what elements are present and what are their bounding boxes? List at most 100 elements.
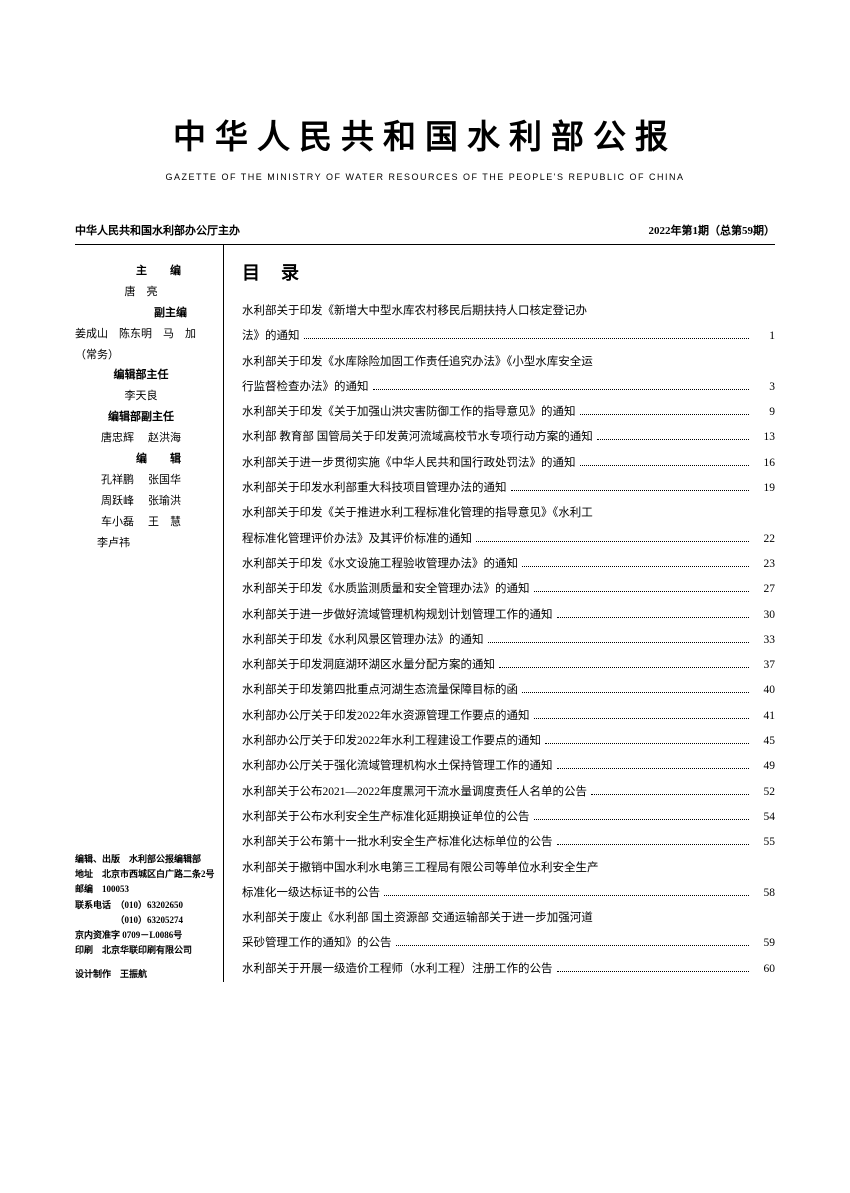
toc-entry-text: 水利部关于印发《水利风景区管理办法》的通知 [242,628,484,653]
toc-page-number: 41 [753,704,775,729]
toc-page-number: 45 [753,729,775,754]
toc-entry: 水利部办公厅关于强化流域管理机构水土保持管理工作的通知49 [242,754,775,779]
toc-leader-dots [597,439,749,440]
role-chief-editor: 主 编 [75,261,211,282]
toc-entry: 水利部关于印发《水利风景区管理办法》的通知 33 [242,628,775,653]
toc-entry-text: 标准化一级达标证书的公告 [242,881,380,906]
toc-page-number: 22 [753,527,775,552]
toc-entry: 水利部关于印发《水质监测质量和安全管理办法》的通知 27 [242,577,775,602]
toc-leader-dots [499,667,749,668]
toc-leader-dots [476,541,749,542]
pub-line: （010）63205274 [75,913,211,928]
toc-entry: 水利部办公厅关于印发2022年水利工程建设工作要点的通知45 [242,729,775,754]
toc-entry-text: 水利部 教育部 国管局关于印发黄河流域高校节水专项行动方案的通知 [242,425,593,450]
toc-page-number: 59 [753,931,775,956]
role-director: 编辑部主任 [75,365,211,386]
vd-a: 唐忠辉 [101,428,134,449]
toc-page-number: 16 [753,451,775,476]
toc-page-number: 1 [753,324,775,349]
toc-page-number: 52 [753,780,775,805]
toc-page-number: 27 [753,577,775,602]
toc-entry: 法》的通知 1 [242,324,775,349]
toc-entry: 水利部关于印发《关于推进水利工程标准化管理的指导意见》《水利工 [242,501,775,526]
toc-leader-dots [534,819,750,820]
toc-entry-text: 水利部关于公布水利安全生产标准化延期换证单位的公告 [242,805,530,830]
publisher: 中华人民共和国水利部办公厅主办 [75,222,240,238]
toc-leader-dots [557,768,750,769]
toc-leader-dots [522,566,749,567]
pub-line: 地址 北京市西城区白广路二条2号 [75,867,211,882]
toc-entry: 水利部 教育部 国管局关于印发黄河流域高校节水专项行动方案的通知13 [242,425,775,450]
toc-entry: 标准化一级达标证书的公告58 [242,881,775,906]
toc-leader-dots [534,591,750,592]
table-of-contents: 水利部关于印发《新增大中型水库农村移民后期扶持人口核定登记办法》的通知 1 水利部关… [242,299,775,982]
toc-entry-text: 水利部关于印发洞庭湖环湖区水量分配方案的通知 [242,653,495,678]
vice-director-names: 唐忠辉 赵洪海 [75,428,211,449]
toc-leader-dots [373,389,750,390]
toc-page-number: 40 [753,678,775,703]
toc-entry-text: 水利部关于印发《水库除险加固工作责任追究办法》《小型水库安全运 [242,350,593,375]
toc-entry: 水利部关于废止《水利部 国土资源部 交通运输部关于进一步加强河道 [242,906,775,931]
toc-entry: 行监督检查办法》的通知3 [242,375,775,400]
chief-editor-name: 唐 亮 [75,282,211,303]
toc-leader-dots [396,945,750,946]
toc-leader-dots [522,692,749,693]
sidebar: 主 编 唐 亮 副主编 姜成山 陈东明 马 加（常务） 编辑部主任 李天良 编辑… [75,245,223,982]
toc-entry-text: 采砂管理工作的通知》的公告 [242,931,392,956]
pub-line: 编辑、出版 水利部公报编辑部 [75,852,211,867]
toc-leader-dots [557,844,750,845]
toc-entry: 水利部关于公布2021—2022年度黑河干流水量调度责任人名单的公告52 [242,780,775,805]
toc-leader-dots [580,465,750,466]
editor-row-2: 周跃峰张瑜洪 [75,491,211,512]
pub-line: 京内资准字 0709－L0086号 [75,928,211,943]
toc-leader-dots [304,338,750,339]
pub-line: 邮编 100053 [75,882,211,897]
toc-entry: 水利部关于进一步做好流域管理机构规划计划管理工作的通知30 [242,603,775,628]
toc-entry-text: 行监督检查办法》的通知 [242,375,369,400]
toc-entry-text: 水利部关于开展一级造价工程师（水利工程）注册工作的公告 [242,957,553,982]
toc-entry: 水利部办公厅关于印发2022年水资源管理工作要点的通知 41 [242,704,775,729]
editor-row-4: 李卢祎 [75,533,211,554]
toc-leader-dots [511,490,750,491]
header: 中华人民共和国水利部公报 GAZETTE OF THE MINISTRY OF … [75,110,775,182]
toc-entry: 水利部关于公布第十一批水利安全生产标准化达标单位的公告 55 [242,830,775,855]
toc-entry: 水利部关于印发洞庭湖环湖区水量分配方案的通知37 [242,653,775,678]
toc-leader-dots [557,971,750,972]
toc-entry: 水利部关于印发《关于加强山洪灾害防御工作的指导意见》的通知 9 [242,400,775,425]
toc-entry-text: 水利部关于撤销中国水利水电第三工程局有限公司等单位水利安全生产 [242,856,599,881]
toc-leader-dots [384,895,749,896]
subtitle: GAZETTE OF THE MINISTRY OF WATER RESOURC… [75,172,775,182]
director-name: 李天良 [75,386,211,407]
toc-entry: 水利部关于进一步贯彻实施《中华人民共和国行政处罚法》的通知 16 [242,451,775,476]
toc-page-number: 54 [753,805,775,830]
toc-entry: 水利部关于印发《新增大中型水库农村移民后期扶持人口核定登记办 [242,299,775,324]
toc-entry-text: 水利部关于废止《水利部 国土资源部 交通运输部关于进一步加强河道 [242,906,593,931]
toc-leader-dots [557,617,750,618]
deputy-editor-names: 姜成山 陈东明 马 加（常务） [75,324,211,366]
toc-entry-text: 水利部关于进一步贯彻实施《中华人民共和国行政处罚法》的通知 [242,451,576,476]
toc-entry-text: 水利部关于印发《新增大中型水库农村移民后期扶持人口核定登记办 [242,299,587,324]
toc-entry-text: 水利部关于印发《关于推进水利工程标准化管理的指导意见》《水利工 [242,501,593,526]
toc-entry-text: 水利部关于印发《关于加强山洪灾害防御工作的指导意见》的通知 [242,400,576,425]
toc-entry-text: 水利部办公厅关于印发2022年水资源管理工作要点的通知 [242,704,530,729]
vd-b: 赵洪海 [148,428,181,449]
toc-entry: 程标准化管理评价办法》及其评价标准的通知 22 [242,527,775,552]
toc-leader-dots [591,794,749,795]
toc-entry-text: 水利部关于印发第四批重点河湖生态流量保障目标的函 [242,678,518,703]
toc-entry-text: 法》的通知 [242,324,300,349]
toc-page-number: 55 [753,830,775,855]
role-vice-director: 编辑部副主任 [75,407,211,428]
toc-entry-text: 水利部关于印发《水文设施工程验收管理办法》的通知 [242,552,518,577]
toc-page-number: 23 [753,552,775,577]
main-content: 目 录 水利部关于印发《新增大中型水库农村移民后期扶持人口核定登记办法》的通知1… [223,245,775,982]
toc-entry-text: 水利部关于印发《水质监测质量和安全管理办法》的通知 [242,577,530,602]
toc-leader-dots [488,642,750,643]
toc-entry: 水利部关于印发第四批重点河湖生态流量保障目标的函 40 [242,678,775,703]
toc-entry-text: 程标准化管理评价办法》及其评价标准的通知 [242,527,472,552]
toc-entry-text: 水利部关于公布第十一批水利安全生产标准化达标单位的公告 [242,830,553,855]
toc-page-number: 60 [753,957,775,982]
toc-entry-text: 水利部关于进一步做好流域管理机构规划计划管理工作的通知 [242,603,553,628]
toc-page-number: 33 [753,628,775,653]
toc-page-number: 9 [753,400,775,425]
toc-leader-dots [545,743,749,744]
